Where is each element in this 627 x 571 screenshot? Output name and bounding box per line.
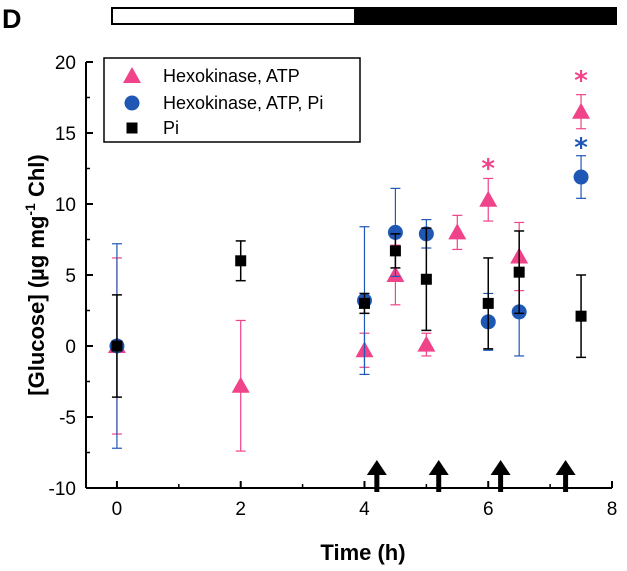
y-axis-title-superscript: -1 <box>22 203 38 216</box>
arrow-annotations <box>366 460 576 492</box>
data-point <box>573 169 589 185</box>
panel-label: D <box>2 4 22 34</box>
y-tick-label: 0 <box>65 337 76 358</box>
y-tick-label: 20 <box>55 53 76 74</box>
dark-period-bar <box>354 7 617 25</box>
y-axis-title-main: [Glucose] (µg mg <box>24 216 49 396</box>
data-point <box>420 273 432 285</box>
y-axis-title-tail: Chl) <box>24 154 49 203</box>
light-arrow-head <box>428 460 449 475</box>
legend-box <box>103 57 361 143</box>
series-square <box>111 227 587 398</box>
data-point <box>482 297 494 309</box>
axes: -10 -5 0 5 10 15 20 0 2 4 6 8 <box>49 53 618 520</box>
y-tick-label: -10 <box>49 479 76 500</box>
legend-label: Pi <box>163 118 179 138</box>
data-point <box>448 223 467 240</box>
y-tick-label: 15 <box>55 124 76 145</box>
data-point <box>575 310 587 322</box>
legend-marker-circle <box>124 95 140 111</box>
legend-label: Hexokinase, ATP <box>163 66 300 86</box>
x-tick-label: 2 <box>235 499 246 520</box>
data-point <box>389 245 401 257</box>
legend-marker-square <box>126 122 138 134</box>
data-point <box>479 190 498 207</box>
data-point <box>417 335 436 352</box>
data-point <box>235 255 247 267</box>
y-axis-title: [Glucose] (µg mg-1 Chl) <box>22 154 49 395</box>
data-point <box>358 297 370 309</box>
x-tick-label: 4 <box>359 499 370 520</box>
legend: Hexokinase, ATP Hexokinase, ATP, Pi Pi <box>103 57 361 143</box>
significance-star: * <box>574 66 588 96</box>
light-arrow-head <box>490 460 511 475</box>
legend-marker-triangle <box>123 67 141 83</box>
y-tick-label: 5 <box>65 266 76 287</box>
data-series <box>107 94 591 452</box>
significance-star: * <box>481 154 495 184</box>
data-point <box>572 102 591 119</box>
x-axis-title: Time (h) <box>320 540 405 565</box>
significance-stars: * * * <box>481 66 588 184</box>
x-tick-label: 0 <box>112 499 123 520</box>
data-point <box>387 224 403 240</box>
data-point <box>513 266 525 278</box>
series-circle <box>109 155 589 449</box>
x-tick-label: 6 <box>483 499 494 520</box>
legend-label: Hexokinase, ATP, Pi <box>163 93 323 113</box>
x-tick-label: 8 <box>607 499 618 520</box>
light-period-bar <box>111 7 357 25</box>
light-arrow-head <box>555 460 576 475</box>
data-point <box>231 376 250 393</box>
y-tick-label: -5 <box>59 408 76 429</box>
light-arrow-head <box>366 460 387 475</box>
y-tick-label: 10 <box>55 195 76 216</box>
data-point <box>111 340 123 352</box>
significance-star: * <box>574 133 588 163</box>
